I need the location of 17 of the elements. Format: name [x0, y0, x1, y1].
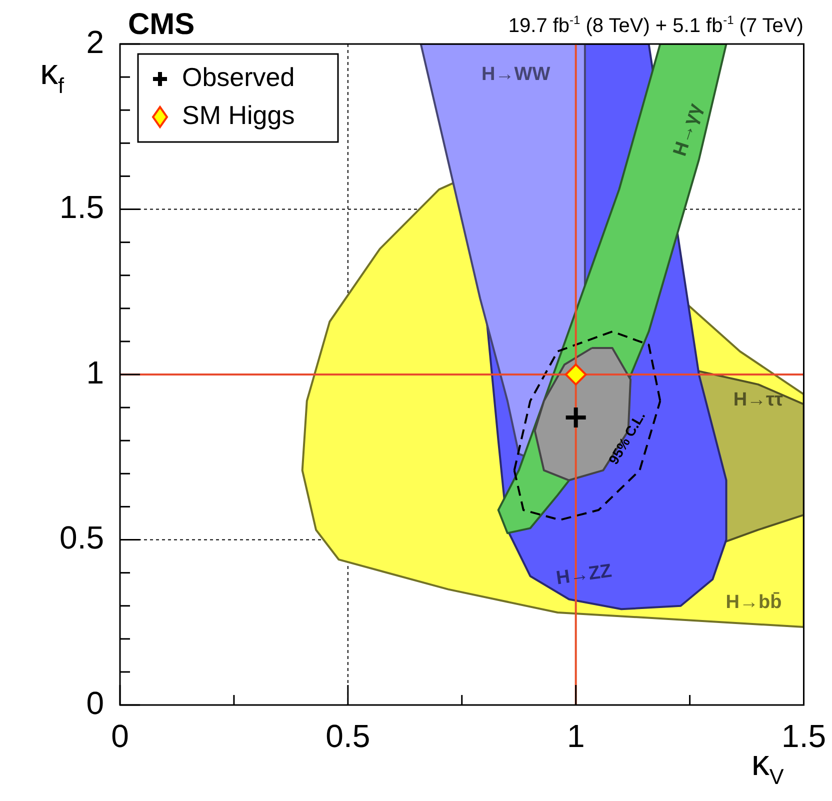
series-label: H→ττ	[733, 390, 784, 411]
x-tick-label: 1	[566, 718, 585, 754]
series-label: H→bb̄	[726, 592, 782, 614]
y-tick-label: 1	[86, 354, 104, 390]
chart-title: CMS	[128, 8, 195, 41]
x-tick-label: 0	[111, 718, 129, 754]
y-tick-label: 0	[86, 684, 104, 721]
series-label: H→ZZ	[554, 560, 614, 590]
y-tick-label: 1.5	[60, 189, 104, 226]
x-tick-label: 1.5	[782, 718, 826, 754]
y-tick-label: 2	[86, 24, 104, 60]
y-tick-label: 0.5	[60, 520, 104, 556]
legend-label: SM Higgs	[182, 100, 295, 130]
series-label: H→γγ	[670, 100, 706, 159]
legend-label: Observed	[182, 62, 295, 92]
series-label: H→WW	[482, 64, 550, 86]
x-tick-label: 0.5	[326, 718, 370, 754]
